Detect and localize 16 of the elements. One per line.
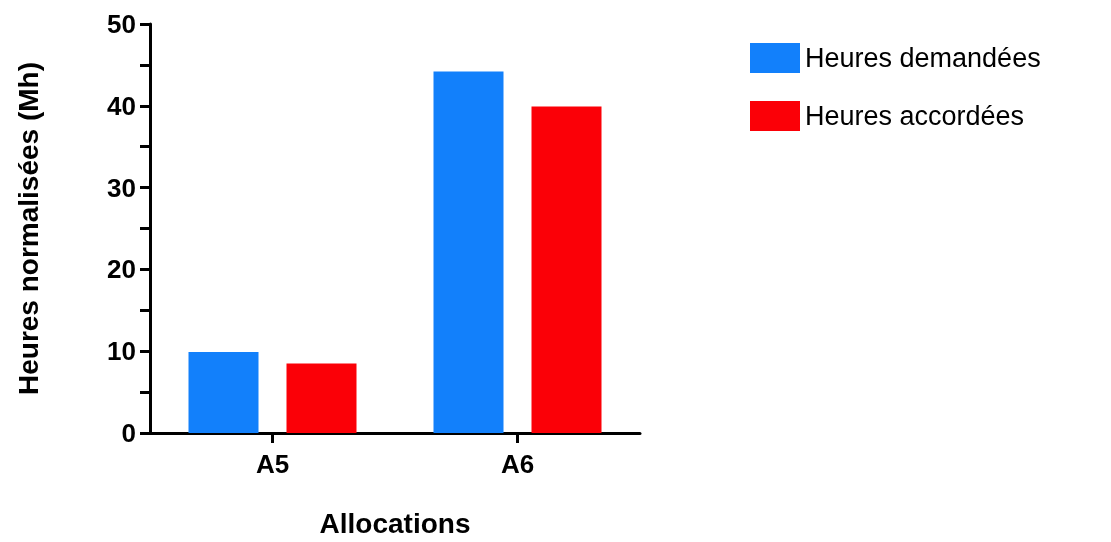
- y-tick-label: 20: [107, 254, 136, 285]
- y-tick-label: 10: [107, 336, 136, 367]
- y-tick-label: 30: [107, 172, 136, 203]
- legend-label: Heures accordées: [805, 101, 1025, 131]
- y-axis-title: Heures normalisées (Mh): [12, 62, 44, 395]
- y-tick-label: 50: [107, 9, 136, 39]
- bar: [286, 363, 357, 433]
- y-tick-label: 0: [121, 418, 136, 448]
- x-axis-title: Allocations: [319, 507, 471, 539]
- bar: [531, 106, 602, 433]
- x-tick-label: A6: [500, 449, 535, 479]
- bar: [188, 352, 259, 433]
- y-tick-label: 40: [107, 90, 136, 121]
- x-tick-label: A5: [255, 449, 290, 479]
- legend-label: Heures demandées: [805, 43, 1041, 73]
- bar: [433, 71, 504, 433]
